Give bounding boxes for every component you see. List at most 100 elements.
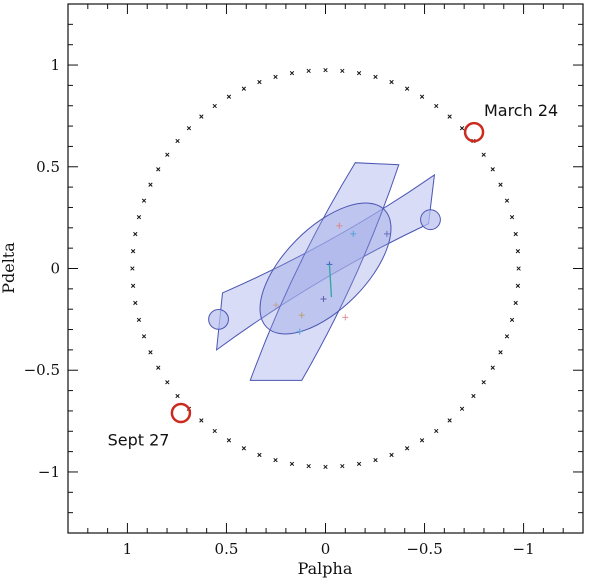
ellipse-marker	[490, 365, 495, 370]
ellipse-marker	[504, 198, 510, 203]
highlight-circle-2	[170, 402, 192, 424]
ellipse-marker	[133, 231, 138, 237]
ellipse-marker	[373, 74, 378, 80]
band-2	[249, 162, 400, 381]
position-marker	[342, 314, 349, 321]
ellipse-marker	[498, 350, 503, 355]
position-marker	[320, 296, 327, 303]
ellipse-marker	[515, 283, 521, 288]
ellipse-marker	[306, 463, 311, 469]
ellipse-marker	[148, 182, 153, 187]
ellipse-marker	[273, 457, 278, 463]
ellipse-marker	[156, 365, 161, 370]
ellipse-marker	[323, 464, 328, 470]
position-marker	[383, 230, 390, 237]
ellipse-marker	[356, 70, 362, 76]
ellipse-marker	[141, 198, 147, 203]
ellipse-marker	[323, 67, 328, 73]
y-tick-label: 0	[50, 260, 60, 278]
ellipse-marker	[434, 428, 439, 434]
ellipse-marker	[340, 463, 345, 469]
ellipse-marker	[515, 249, 521, 254]
ellipse-marker	[199, 418, 204, 423]
ellipse-marker	[471, 393, 476, 399]
band-layer	[208, 162, 441, 381]
overlap-ellipse	[259, 202, 392, 335]
position-marker	[350, 230, 357, 237]
ellipse-marker	[373, 457, 378, 463]
ellipse-marker	[257, 452, 262, 458]
y-tick-label: 0.5	[36, 158, 60, 176]
x-tick-label: 0	[321, 540, 331, 558]
y-axis-label: Pdelta	[0, 242, 18, 294]
x-tick-label: −0.5	[406, 540, 442, 558]
ellipse-marker	[175, 393, 180, 399]
proper-motion-segment	[328, 264, 333, 298]
position-marker	[336, 222, 343, 229]
band-end-circle-1	[208, 308, 229, 330]
axes-layer: 1 0.5 0 −0.5 −1 1 0.5 0 −0.5 −1	[24, 4, 583, 558]
annotation-label-2: Sept 27	[108, 431, 170, 450]
y-tick-label: −1	[38, 463, 60, 481]
ellipse-marker	[459, 406, 465, 411]
ellipse-marker	[136, 215, 142, 220]
x-axis-label: Palpha	[298, 559, 353, 578]
position-marker	[272, 302, 279, 309]
ellipse-marker	[130, 283, 136, 288]
ellipse-marker	[257, 79, 262, 85]
annotation-label-1: March 24	[484, 101, 558, 120]
ellipse-marker	[130, 249, 136, 254]
ellipse-marker	[504, 334, 510, 339]
ellipse-marker	[212, 103, 217, 109]
ellipse-marker	[513, 300, 518, 306]
ellipse-marker	[419, 438, 425, 443]
ellipse-marker	[498, 182, 503, 187]
ellipse-marker	[130, 266, 135, 271]
ellipse-marker	[133, 300, 138, 306]
highlight-circle-1	[463, 121, 485, 143]
ellipse-marker	[447, 418, 452, 423]
ellipse-marker	[165, 380, 170, 385]
ellipse-marker	[226, 94, 232, 99]
annotation-layer: March 24 Sept 27	[108, 101, 559, 450]
ellipse-marker	[175, 138, 180, 144]
ellipse-marker	[481, 152, 486, 157]
position-marker	[296, 328, 303, 335]
ellipse-marker	[186, 126, 192, 131]
ellipse-marker	[289, 461, 295, 467]
ellipse-marker	[306, 68, 311, 74]
ellipse-marker	[136, 317, 142, 322]
ellipse-marker	[404, 86, 410, 91]
ellipse-marker	[141, 334, 147, 339]
ellipse-marker	[212, 428, 217, 434]
ellipse-marker	[481, 380, 486, 385]
ellipse-marker	[434, 103, 439, 109]
ellipse-marker	[199, 114, 204, 119]
ellipse-marker	[490, 167, 495, 172]
ellipse-marker	[156, 167, 161, 172]
y-tick-label: −0.5	[24, 361, 60, 379]
ellipse-marker	[389, 452, 394, 458]
y-tick-label: 1	[50, 56, 60, 74]
x-tick-label: 1	[123, 540, 133, 558]
ellipse-marker	[356, 461, 362, 467]
ellipse-marker	[459, 126, 465, 131]
ellipse-marker	[241, 446, 247, 451]
ellipse-marker	[447, 114, 452, 119]
x-tick-label: 0.5	[215, 540, 239, 558]
ellipse-marker	[513, 231, 518, 237]
ellipse-marker	[419, 94, 425, 99]
band-end-circle-2	[420, 209, 441, 231]
ellipse-marker	[404, 446, 410, 451]
ellipse-marker	[340, 68, 345, 74]
ellipse-marker	[226, 438, 232, 443]
ellipse-marker	[289, 70, 295, 76]
position-marker	[298, 312, 305, 319]
ellipse-marker	[241, 86, 247, 91]
ellipse-marker	[516, 266, 521, 271]
ellipse-marker	[165, 152, 170, 157]
ellipse-marker	[148, 350, 153, 355]
ellipse-marker	[509, 215, 515, 220]
overlap-layer	[259, 202, 392, 335]
